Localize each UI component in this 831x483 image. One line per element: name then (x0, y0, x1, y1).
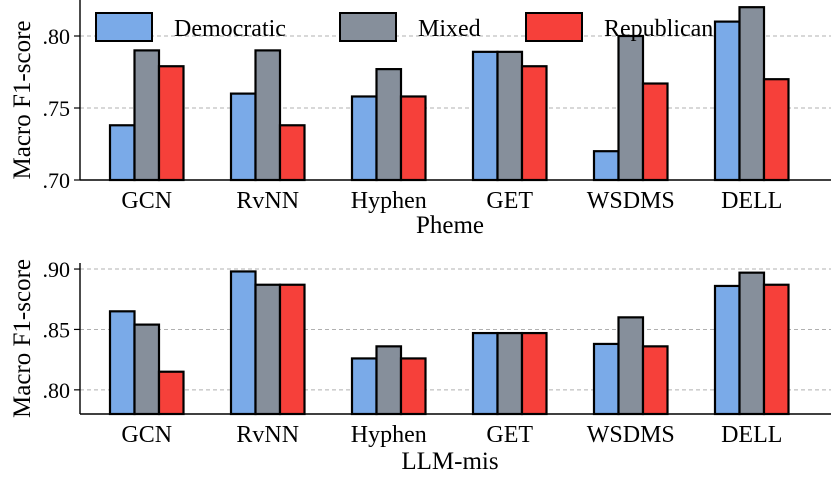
y-tick-label: .85 (43, 317, 71, 342)
bar-republican-wsdms (641, 82, 669, 182)
bar-democratic-hyphen (350, 357, 378, 416)
bar-democratic-gcn (108, 310, 136, 416)
bar-republican-dell (762, 78, 790, 182)
bar-democratic-dell (713, 284, 741, 416)
bar-mixed-get (496, 331, 524, 416)
x-tick-label: GET (486, 188, 533, 214)
legend-label-republican: Republican (604, 16, 713, 42)
legend-swatch-mixed (339, 12, 397, 42)
bar-republican-get (520, 331, 548, 416)
x-axis-title: LLM-mis (401, 448, 498, 475)
x-tick-label: GCN (121, 422, 172, 448)
bar-republican-hyphen (399, 357, 427, 416)
x-tick-label: GCN (121, 188, 172, 214)
x-tick-label: WSDMS (587, 188, 675, 214)
bar-mixed-gcn (133, 323, 161, 416)
chart-pheme: .70 .75 .80 GCN RvNN Hyphen GET WSDMS DELL Pheme M… (9, 0, 831, 239)
bar-mixed-gcn (133, 49, 161, 182)
y-axis-title: Macro F1-score (9, 259, 36, 418)
x-axis-title: Pheme (416, 212, 484, 239)
bar-democratic-wsdms (592, 150, 620, 182)
bar-republican-gcn (157, 65, 185, 182)
bar-republican-gcn (157, 370, 185, 416)
bar-republican-hyphen (399, 95, 427, 182)
bar-democratic-rvnn (229, 92, 257, 182)
y-tick-label: .80 (43, 24, 71, 49)
bar-democratic-get (471, 50, 499, 182)
bar-republican-rvnn (278, 283, 306, 416)
y-tick-label: .70 (43, 168, 71, 193)
bar-democratic-hyphen (350, 95, 378, 182)
bar-mixed-rvnn (254, 283, 282, 416)
x-tick-label: DELL (721, 422, 782, 448)
y-tick-label: .80 (43, 378, 71, 403)
legend-swatch-republican (525, 12, 583, 42)
bar-republican-wsdms (641, 345, 669, 416)
legend: Democratic Mixed Republican (95, 12, 713, 42)
bar-republican-rvnn (278, 124, 306, 182)
bar-democratic-rvnn (229, 270, 257, 416)
bar-mixed-get (496, 50, 524, 182)
bar-democratic-get (471, 331, 499, 416)
bar-mixed-wsdms (617, 316, 645, 416)
y-tick-label: .90 (43, 257, 71, 282)
bar-mixed-rvnn (254, 49, 282, 182)
bar-mixed-dell (738, 6, 766, 182)
bar-mixed-hyphen (375, 68, 403, 182)
x-tick-label: RvNN (236, 188, 299, 214)
chart-llm-mis: .80 .85 .90 GCN RvNN Hyphen GET WSDMS DELL LLM-mi… (9, 257, 831, 475)
x-tick-label: DELL (721, 188, 782, 214)
x-tick-label: Hyphen (351, 188, 427, 214)
legend-swatch-democratic (95, 12, 153, 42)
bar-democratic-gcn (108, 124, 136, 182)
y-axis-title: Macro F1-score (9, 21, 36, 180)
x-tick-label: WSDMS (587, 422, 675, 448)
x-tick-label: Hyphen (351, 422, 427, 448)
legend-label-mixed: Mixed (418, 16, 481, 42)
bar-democratic-dell (713, 20, 741, 182)
bar-mixed-wsdms (617, 34, 645, 182)
bar-mixed-hyphen (375, 345, 403, 416)
x-tick-label: GET (486, 422, 533, 448)
x-tick-label: RvNN (236, 422, 299, 448)
legend-label-democratic: Democratic (174, 16, 286, 42)
bar-mixed-dell (738, 271, 766, 416)
y-tick-label: .75 (43, 96, 71, 121)
bar-republican-get (520, 65, 548, 182)
bar-democratic-wsdms (592, 342, 620, 416)
bar-republican-dell (762, 283, 790, 416)
